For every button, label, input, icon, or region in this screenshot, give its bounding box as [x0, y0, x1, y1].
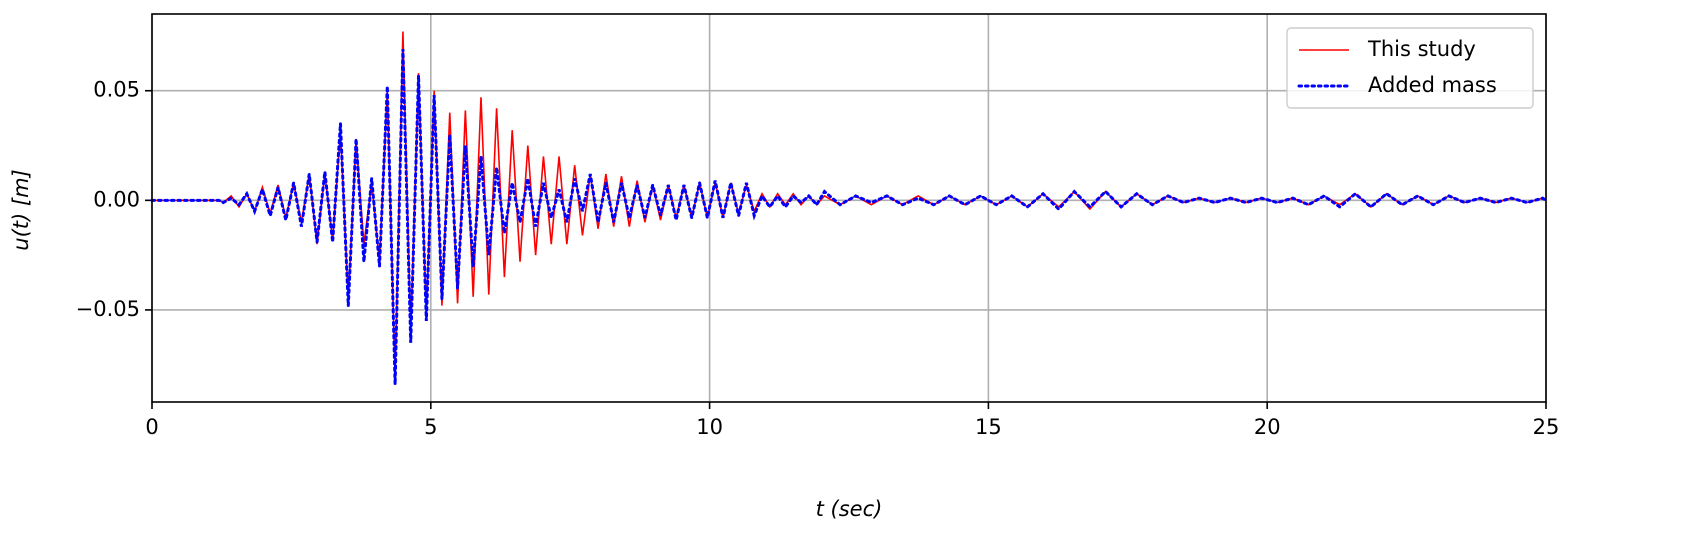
y-tick-label: −0.05 — [76, 297, 140, 321]
x-tick-label: 20 — [1254, 415, 1281, 439]
x-tick-label: 5 — [424, 415, 437, 439]
x-tick-label: 0 — [145, 415, 158, 439]
y-axis-label: u(t) [m] — [9, 169, 33, 250]
legend-label: Added mass — [1368, 73, 1497, 97]
x-tick-label: 25 — [1533, 415, 1560, 439]
legend: This study Added mass — [1286, 27, 1534, 109]
x-tick-label: 15 — [975, 415, 1002, 439]
plot-frame — [151, 13, 1547, 403]
y-tick-label: 0.05 — [93, 78, 140, 102]
x-axis-label: t (sec) — [816, 497, 883, 521]
x-tick-label: 10 — [696, 415, 723, 439]
legend-label: This study — [1367, 37, 1476, 61]
legend-box — [1286, 27, 1534, 109]
y-tick-label: 0.00 — [93, 187, 140, 211]
series-line — [150, 49, 1548, 385]
